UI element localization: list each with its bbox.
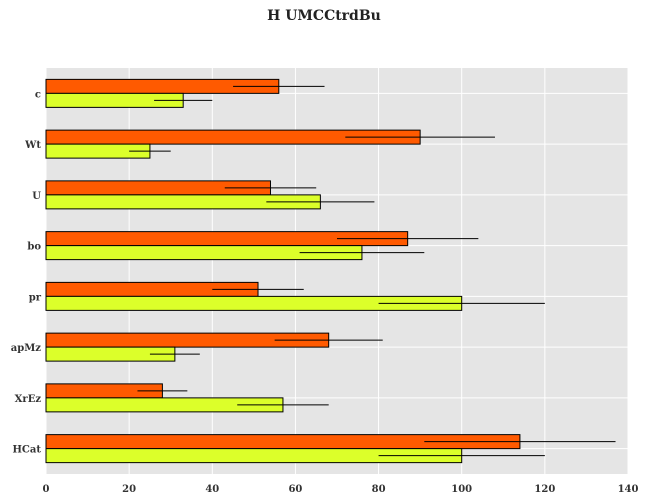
y-tick-label: pr xyxy=(29,292,42,303)
x-tick-label: 80 xyxy=(372,484,386,495)
plot-background xyxy=(46,68,628,474)
x-axis-ticks: 0 20 40 60 80 100 120 140 xyxy=(43,484,639,495)
y-tick-label: U xyxy=(32,191,41,202)
error-bars xyxy=(129,85,616,457)
x-tick-label: 60 xyxy=(288,484,302,495)
x-tick-label: 40 xyxy=(205,484,219,495)
y-tick-label: XrEz xyxy=(15,394,42,405)
y-tick-label: bo xyxy=(27,242,41,253)
chart-title: H UMCCtrdBu xyxy=(267,8,381,24)
y-tick-label: Wt xyxy=(24,140,41,151)
y-tick-label: HCat xyxy=(12,445,41,456)
y-tick-label: c xyxy=(35,89,41,100)
x-tick-label: 20 xyxy=(122,484,136,495)
y-tick-label: apMz xyxy=(11,343,42,354)
x-tick-label: 0 xyxy=(43,484,50,495)
x-tick-label: 100 xyxy=(451,484,472,495)
x-tick-label: 140 xyxy=(618,484,639,495)
x-tick-label: 120 xyxy=(534,484,555,495)
y-axis-ticks: c Wt Ubo pr apMz XrEz HCat xyxy=(11,89,42,455)
